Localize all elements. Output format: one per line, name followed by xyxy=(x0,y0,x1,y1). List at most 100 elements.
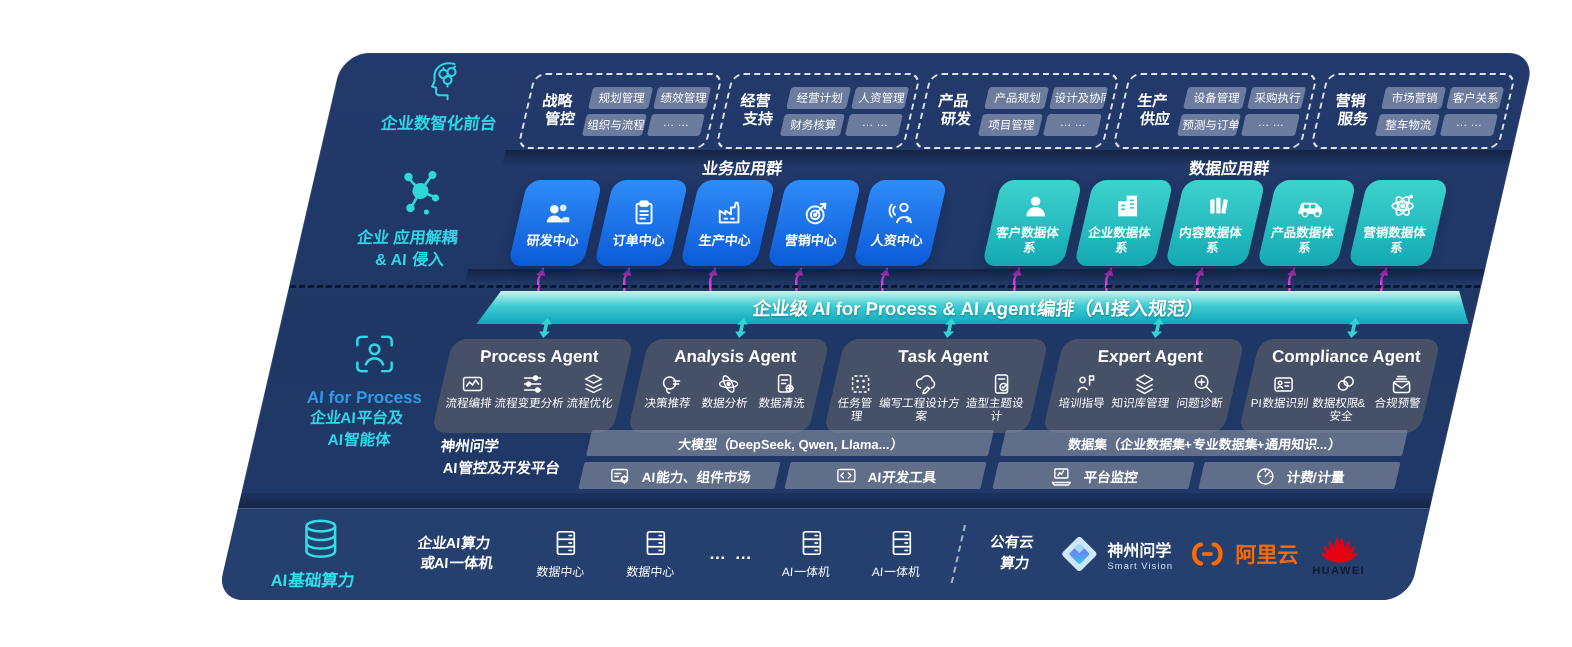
cell-label: AI能力、组件市场 xyxy=(640,469,751,485)
users-icon xyxy=(543,198,573,228)
platform-caption: 神州问学 AI管控及开发平台 xyxy=(438,439,560,477)
flow-change-icon xyxy=(521,372,545,396)
ellipsis-label: … … xyxy=(707,544,755,563)
app-production-center: 生产中心 xyxy=(680,180,776,298)
group-label: 战略 管控 xyxy=(540,93,575,128)
compliance-alert-icon xyxy=(1390,372,1414,396)
group-item: 市场营销 xyxy=(1389,92,1438,105)
agent-card-process: Process Agent 流程编排 流程变更分析 流程优化 xyxy=(431,318,634,434)
app-label: 产品数据体系 xyxy=(1269,225,1334,255)
permission-icon xyxy=(1334,372,1358,396)
car-icon xyxy=(1295,191,1327,221)
node-datacenter: 数据中心 xyxy=(609,529,697,580)
agent-item-label: 数据权限& 安全 xyxy=(1310,398,1366,424)
data-clean-icon xyxy=(774,372,798,396)
huawei-logo: HUAWEI xyxy=(1312,532,1365,577)
group-label: 经营 支持 xyxy=(738,93,774,128)
gauge-icon xyxy=(1256,466,1276,486)
factory-icon xyxy=(715,198,745,228)
architecture-diagram: 企业数智化前台 战略 管控 规划管理 绩效管理 组织与流程 … … 经营 支持 经营… xyxy=(216,53,1536,600)
app-label: 订单中心 xyxy=(610,232,665,248)
billing-cell: 计费/计量 xyxy=(1198,462,1401,489)
user-icon xyxy=(1021,191,1051,221)
task-icon xyxy=(849,372,873,396)
cyan-double-arrow xyxy=(539,318,553,338)
node-label: 数据中心 xyxy=(534,564,585,579)
app-label: 内容数据体系 xyxy=(1177,225,1243,255)
node-label: AI一体机 xyxy=(870,564,921,579)
app-hr-center: 人资中心 xyxy=(852,180,948,298)
cyan-double-arrow xyxy=(1150,318,1164,338)
smart-vision-sub: Smart Vision xyxy=(1107,560,1174,572)
diagnosis-icon xyxy=(1191,372,1215,396)
app-label: 客户数据体系 xyxy=(994,225,1060,255)
smart-vision-logo: 神州问学 Smart Vision xyxy=(1059,534,1173,574)
group-supply: 生产 供应 设备管理 采购执行 预测与订单 … … xyxy=(1111,73,1319,149)
focus-person-icon xyxy=(354,333,396,375)
group-label: 营销 服务 xyxy=(1333,93,1368,128)
cyan-double-arrow xyxy=(943,318,956,338)
group-item: … … xyxy=(1058,116,1087,129)
clipboard-icon xyxy=(629,198,659,228)
ai-market-icon xyxy=(609,466,631,486)
app-product-data: 产品数据体系 xyxy=(1256,180,1358,298)
aliyun-name: 阿里云 xyxy=(1235,544,1299,567)
app-customer-data: 客户数据体系 xyxy=(981,180,1083,298)
group-item: 产品规划 xyxy=(993,92,1041,105)
agent-item-label: 数据分析 xyxy=(700,398,748,410)
app-marketing-data: 营销数据体系 xyxy=(1348,180,1449,298)
cyan-double-arrow xyxy=(735,318,749,338)
app-label: 人资中心 xyxy=(869,232,924,248)
node-label: 数据中心 xyxy=(624,564,675,579)
agent-item-label: 知识库管理 xyxy=(1109,398,1170,410)
app-label: 营销数据体系 xyxy=(1361,225,1426,255)
orchestration-bar: 企业级 AI for Process & AI Agent编排（AI接入规范） xyxy=(476,291,1476,324)
group-item: 设计及协同 xyxy=(1053,92,1108,105)
flow-optimize-icon xyxy=(582,372,606,396)
orchestration-label: 企业级 AI for Process & AI Agent编排（AI接入规范） xyxy=(749,297,1204,319)
server-icon xyxy=(798,529,826,557)
node-label: AI一体机 xyxy=(780,564,831,579)
knowledge-icon xyxy=(1132,372,1156,396)
group-item: 人资管理 xyxy=(856,92,905,105)
group-item: 经营计划 xyxy=(795,92,843,105)
business-apps-title: 业务应用群 xyxy=(699,161,783,178)
public-cloud-label: 公有云 算力 xyxy=(988,534,1034,572)
group-item: 绩效管理 xyxy=(658,92,707,105)
agent-card-analysis: Analysis Agent 决策推荐 数据分析 数据清洗 xyxy=(626,318,830,434)
app-rnd-center: 研发中心 xyxy=(507,180,603,298)
molecule-icon xyxy=(396,169,444,219)
ai-platform-label: 企业AI平台及 AI智能体 xyxy=(307,410,404,449)
agent-card-task: Task Agent 任务管理 编写工程设计方案 造型主题设计 xyxy=(822,318,1050,434)
group-item: 项目管理 xyxy=(987,119,1035,132)
app-content-data: 内容数据体系 xyxy=(1165,180,1266,298)
business-apps-row: 研发中心 订单中心 生产中心 营销中心 xyxy=(507,180,948,298)
agent-item-label: 造型主题设计 xyxy=(964,398,1024,424)
compute-caption: AI基础算力 xyxy=(243,518,392,591)
app-order-center: 订单中心 xyxy=(594,180,690,298)
agent-item-label: 合规预警 xyxy=(1373,398,1421,410)
group-item: 设备管理 xyxy=(1191,92,1240,105)
group-item: 客户关系 xyxy=(1451,92,1499,105)
data-apps-title: 数据应用群 xyxy=(1187,161,1270,178)
group-item: 采购执行 xyxy=(1253,92,1301,105)
dev-tools-cell: AI开发工具 xyxy=(784,462,987,489)
cell-label: AI开发工具 xyxy=(866,469,937,485)
app-marketing-center: 营销中心 xyxy=(766,180,862,298)
node-ai-appliance: AI一体机 xyxy=(765,529,853,580)
data-apps-row: 客户数据体系 企业数据体系 内容数据体系 产品数据体系 xyxy=(981,180,1449,298)
agent-item-label: 流程优化 xyxy=(565,398,613,410)
monitor-cell: 平台监控 xyxy=(992,462,1195,489)
group-item: 组织与流程 xyxy=(585,119,645,132)
aliyun-bracket-icon xyxy=(1191,542,1223,566)
pi-data-icon xyxy=(1272,372,1296,396)
server-icon xyxy=(888,529,916,557)
group-label: 产品 研发 xyxy=(936,93,972,128)
agent-item-label: PI数据识别 xyxy=(1249,398,1309,410)
books-icon xyxy=(1204,191,1234,221)
dashed-divider xyxy=(950,525,967,583)
app-label: 生产中心 xyxy=(696,232,751,248)
group-item: … … xyxy=(1455,116,1484,129)
flow-chart-icon xyxy=(460,372,484,396)
group-item: … … xyxy=(1257,116,1285,129)
